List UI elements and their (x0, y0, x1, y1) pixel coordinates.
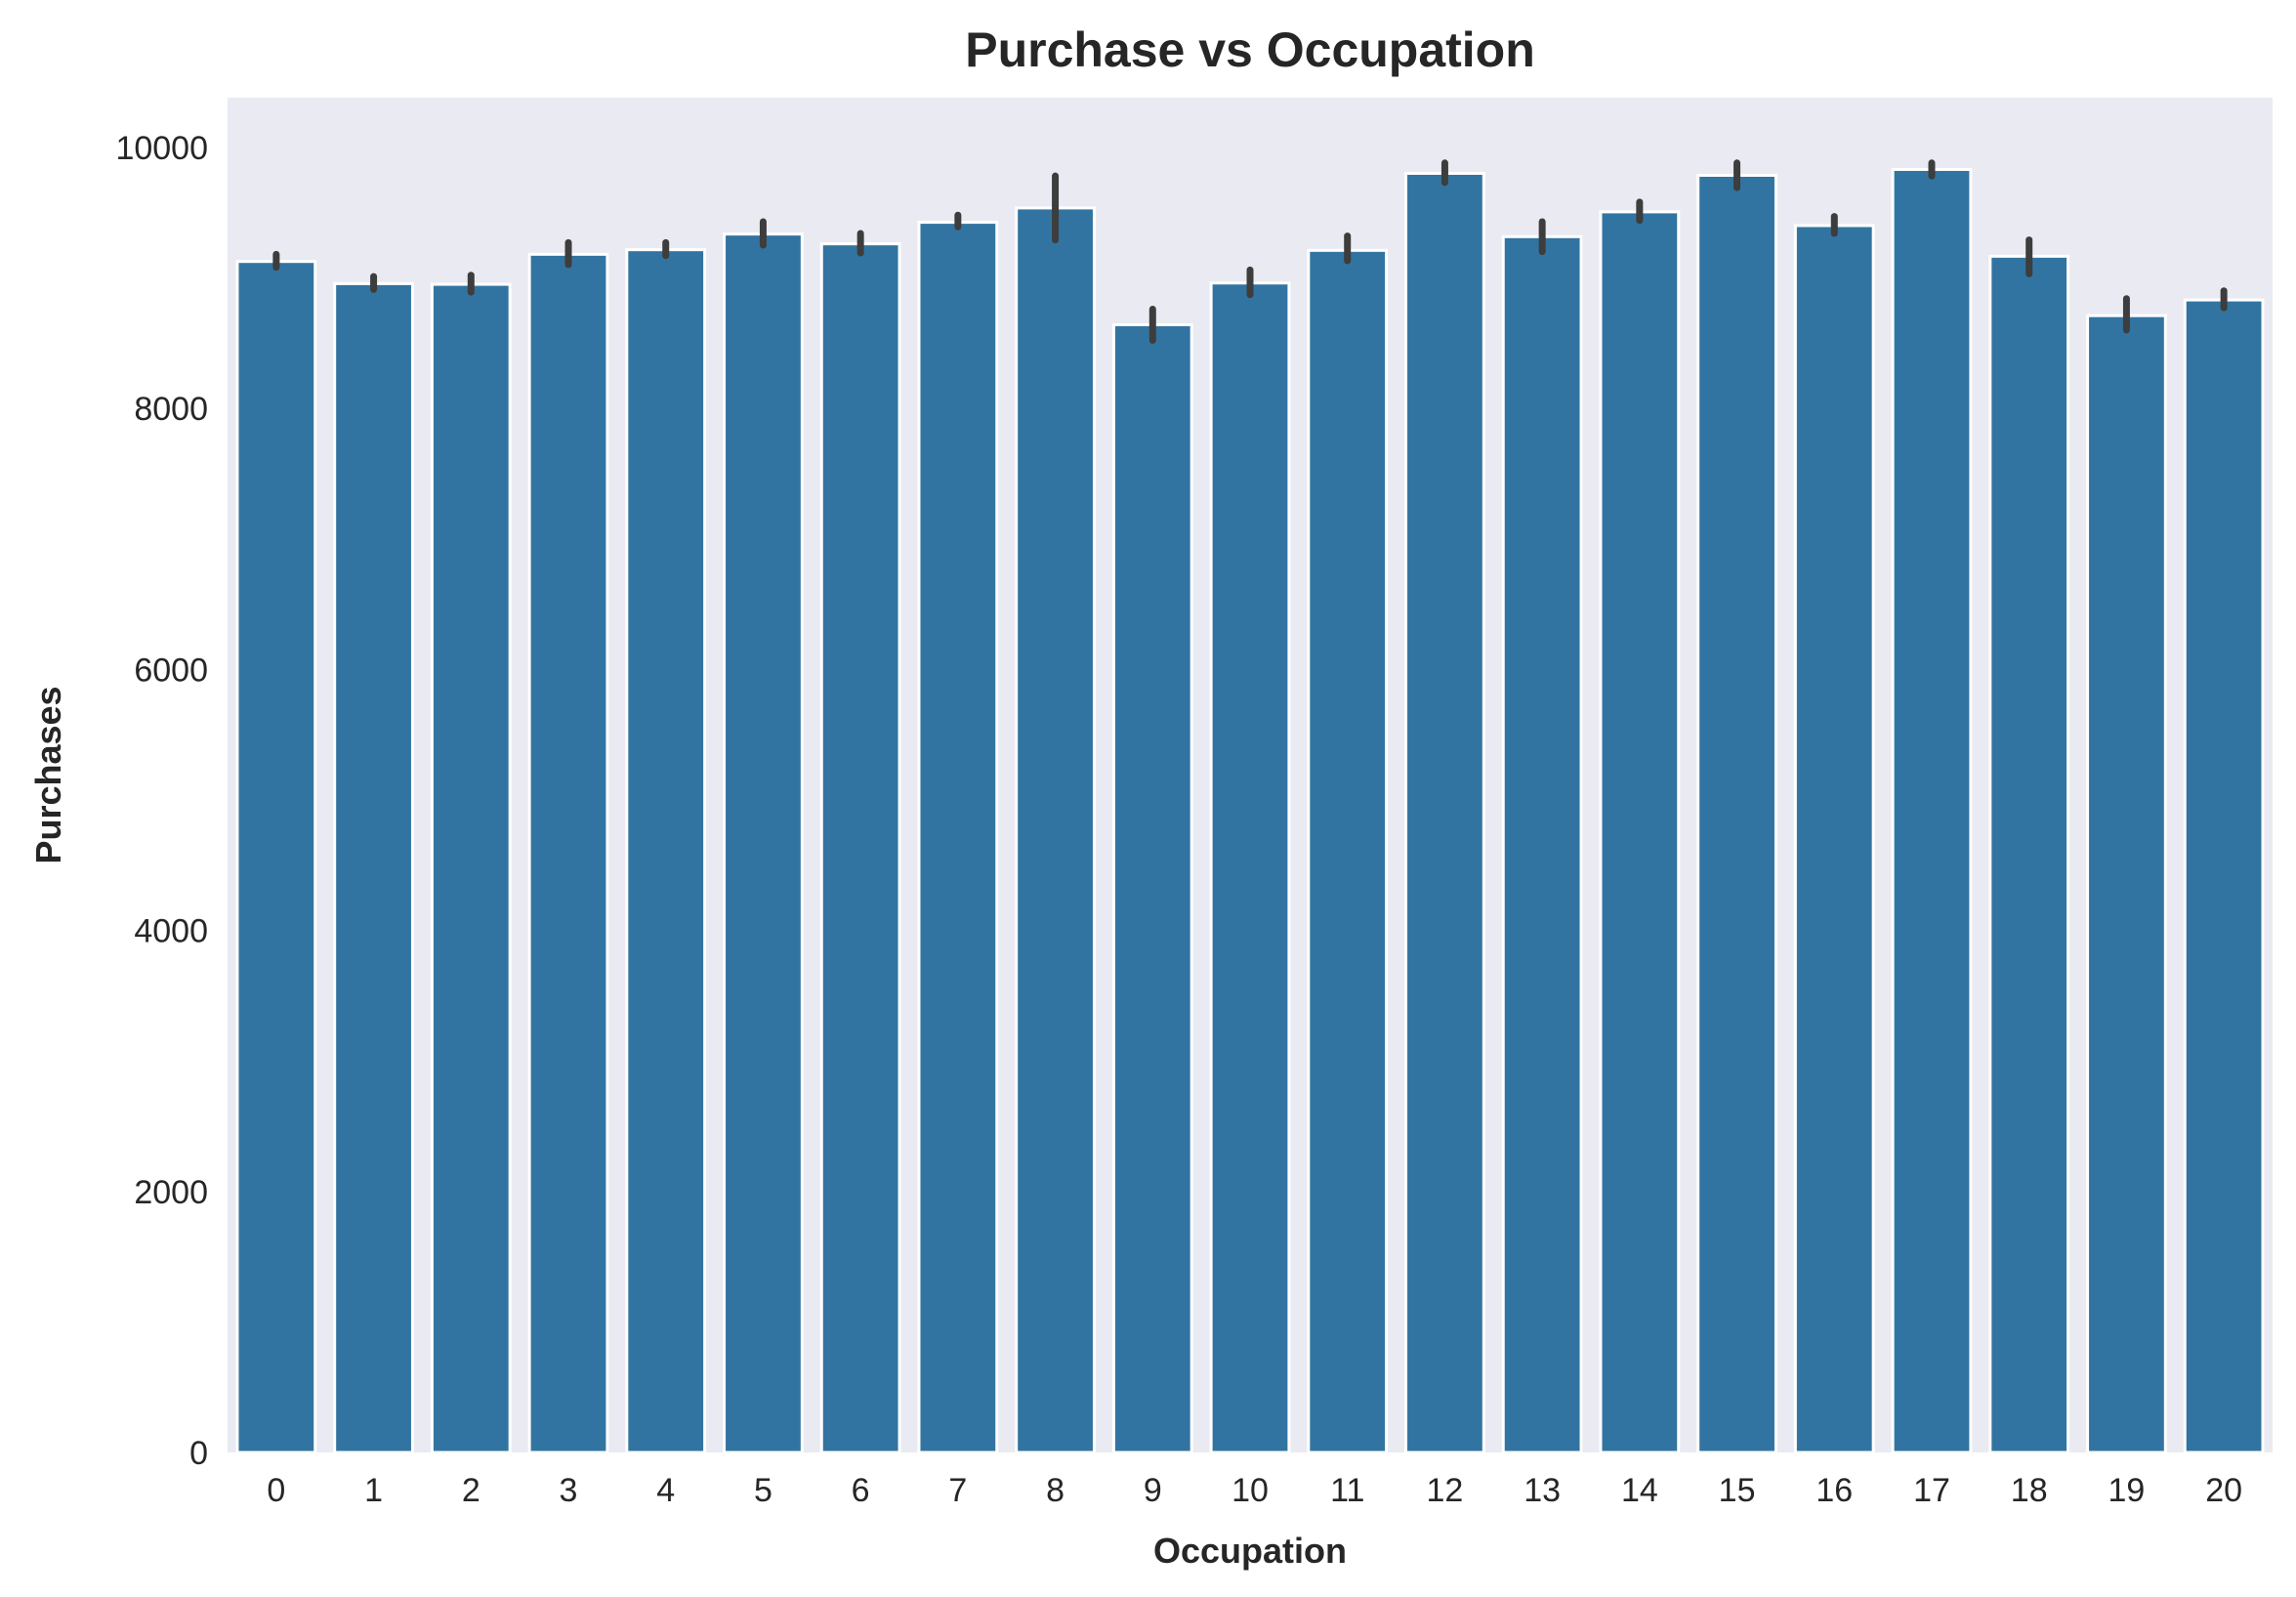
x-tick-label: 19 (2108, 1472, 2146, 1509)
bar-occupation-4 (625, 248, 707, 1454)
bar-occupation-13 (1501, 234, 1583, 1454)
chart-title: Purchase vs Occupation (965, 22, 1535, 77)
bar-occupation-8 (1015, 206, 1096, 1454)
x-tick-label: 1 (364, 1472, 383, 1509)
y-tick-label: 6000 (134, 651, 208, 689)
bar-occupation-5 (723, 232, 804, 1454)
y-tick-label: 10000 (115, 130, 208, 167)
x-tick-label: 6 (852, 1472, 870, 1509)
bar-occupation-0 (235, 260, 317, 1454)
x-tick-label: 5 (754, 1472, 772, 1509)
bar-occupation-9 (1111, 323, 1193, 1454)
x-tick-label: 3 (560, 1472, 578, 1509)
x-tick-labels: 0 1 2 3 4 5 6 7 8 9 10 11 12 13 14 15 16 17 18 19 20 (267, 1472, 2242, 1509)
x-tick-label: 0 (267, 1472, 285, 1509)
bar-occupation-11 (1307, 248, 1389, 1454)
x-tick-label: 18 (2011, 1472, 2048, 1509)
x-tick-label: 7 (948, 1472, 967, 1509)
y-tick-label: 4000 (134, 913, 208, 950)
x-tick-label: 4 (656, 1472, 675, 1509)
bar-occupation-6 (819, 242, 901, 1454)
bars-group (235, 167, 2265, 1454)
bar-occupation-17 (1891, 167, 1973, 1454)
x-tick-label: 12 (1427, 1472, 1464, 1509)
x-tick-label: 11 (1330, 1472, 1364, 1509)
bar-occupation-14 (1599, 210, 1681, 1454)
bar-occupation-2 (430, 282, 512, 1454)
bar-occupation-16 (1793, 224, 1875, 1454)
bar-occupation-12 (1404, 172, 1485, 1454)
bar-occupation-15 (1696, 174, 1777, 1454)
x-tick-label: 2 (462, 1472, 480, 1509)
x-axis-label: Occupation (1153, 1531, 1347, 1571)
y-tick-label: 0 (189, 1435, 208, 1472)
x-tick-label: 9 (1144, 1472, 1162, 1509)
x-tick-label: 15 (1719, 1472, 1756, 1509)
x-tick-label: 10 (1231, 1472, 1269, 1509)
bar-occupation-7 (917, 221, 999, 1454)
error-bars-group (272, 159, 2228, 345)
y-tick-labels: 0 2000 4000 6000 8000 10000 (115, 130, 208, 1472)
bar-occupation-10 (1209, 281, 1291, 1454)
y-tick-label: 2000 (134, 1174, 208, 1211)
x-tick-label: 20 (2205, 1472, 2242, 1509)
y-tick-label: 8000 (134, 391, 208, 428)
x-tick-label: 16 (1816, 1472, 1853, 1509)
bar-occupation-18 (1988, 254, 2070, 1454)
x-tick-label: 14 (1621, 1472, 1658, 1509)
x-tick-label: 8 (1046, 1472, 1065, 1509)
bar-occupation-20 (2183, 298, 2265, 1454)
x-tick-label: 17 (1913, 1472, 1950, 1509)
x-tick-label: 13 (1524, 1472, 1561, 1509)
bar-occupation-3 (527, 252, 609, 1454)
bar-occupation-1 (333, 281, 414, 1454)
y-axis-label: Purchases (28, 686, 68, 863)
bar-occupation-19 (2086, 314, 2167, 1454)
